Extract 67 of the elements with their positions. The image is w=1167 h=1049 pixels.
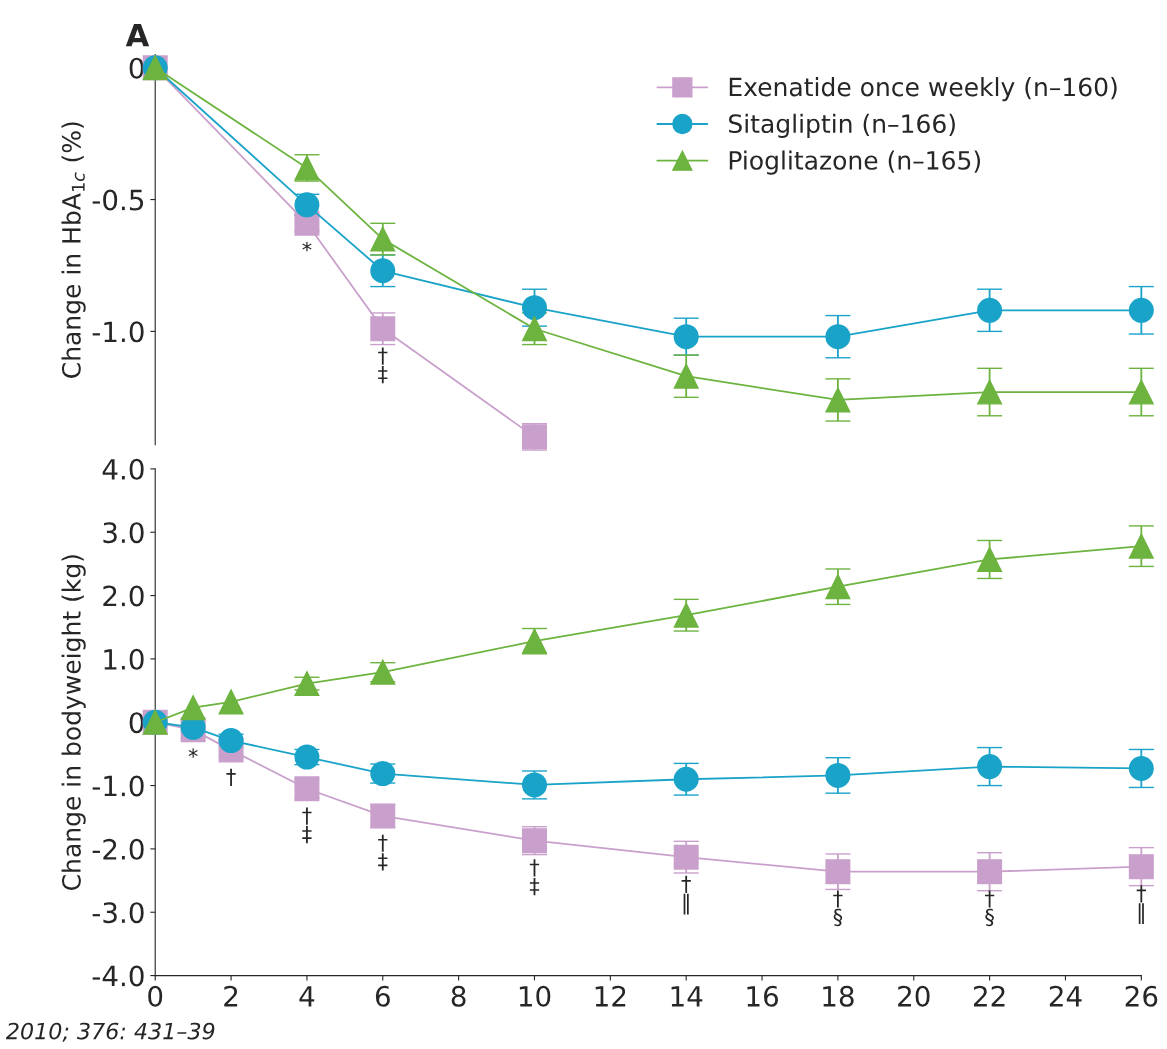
point xyxy=(977,546,1003,572)
x-tick-label: 16 xyxy=(747,985,778,1007)
point xyxy=(1128,755,1154,781)
point xyxy=(1128,297,1154,323)
y-tick-label: -4.0 xyxy=(92,965,144,987)
y-tick-label: 0 xyxy=(129,57,144,79)
legend-label: Sitagliptin (n–166) xyxy=(729,113,955,138)
point xyxy=(825,859,851,885)
y-tick-label: -1.0 xyxy=(92,775,144,797)
point xyxy=(1128,533,1154,559)
annotation: * xyxy=(302,241,312,252)
point xyxy=(294,671,320,697)
x-tick-label: 26 xyxy=(1125,985,1158,1007)
x-tick-label: 14 xyxy=(671,986,703,1007)
y-tick-label: -0.5 xyxy=(92,189,144,211)
y-axis-title: Change in HbA$_{1c}$ (%) xyxy=(61,122,86,378)
point xyxy=(1128,854,1154,880)
annotation: * xyxy=(188,748,198,758)
point xyxy=(673,363,699,389)
x-tick-label: 22 xyxy=(973,985,1005,1007)
x-tick-label: 10 xyxy=(519,985,551,1007)
point xyxy=(294,776,320,802)
y-tick-label: 3.0 xyxy=(103,522,144,544)
text: 2010; 376: 431–39 xyxy=(5,1022,215,1042)
y-tick-label: -3.0 xyxy=(92,902,144,924)
x-tick-label: 24 xyxy=(1049,985,1082,1007)
annotation: † ‡ xyxy=(378,347,388,384)
y-tick-label: -2.0 xyxy=(92,838,144,860)
y-tick-label: 1.0 xyxy=(104,648,144,670)
x-tick-label: 20 xyxy=(898,985,930,1007)
point xyxy=(977,859,1003,885)
point xyxy=(825,324,851,350)
point xyxy=(825,387,851,413)
x-tick-label: 4 xyxy=(299,986,315,1007)
point xyxy=(977,297,1003,323)
x-tick-label: 0 xyxy=(148,985,163,1007)
annotation: † ‡ xyxy=(529,859,540,896)
x-tick-label: 18 xyxy=(823,985,854,1007)
x-tick-label: 12 xyxy=(595,985,626,1007)
point xyxy=(673,324,699,350)
x-tick-label: 8 xyxy=(451,985,466,1007)
point xyxy=(977,379,1003,405)
point xyxy=(1128,379,1154,405)
y-axis-title: Change in bodyweight (kg) xyxy=(61,555,86,890)
point xyxy=(977,754,1003,780)
y-tick-label: -1.0 xyxy=(92,321,144,343)
y-tick-label: 2.0 xyxy=(103,585,144,607)
legend-label: Pioglitazone (n–165) xyxy=(729,150,981,175)
annotation: † ‡ xyxy=(378,834,388,871)
annotation: † ‖ xyxy=(1136,885,1146,925)
annotation: † § xyxy=(984,890,995,927)
point xyxy=(521,295,547,321)
point xyxy=(180,695,206,721)
legend-label: Exenatide once weekly (n–160) xyxy=(729,77,1117,102)
annotation: † § xyxy=(833,890,843,927)
point xyxy=(218,689,244,715)
y-tick-label: 0 xyxy=(129,712,144,734)
annotation: † xyxy=(226,768,236,786)
point xyxy=(370,803,396,829)
x-tick-label: 6 xyxy=(375,985,390,1007)
point xyxy=(825,762,851,788)
x-tick-label: 2 xyxy=(224,985,238,1007)
chart-title: A xyxy=(125,23,150,47)
point xyxy=(825,574,851,600)
y-tick-label: 4.0 xyxy=(102,458,144,480)
annotation: † ‡ xyxy=(302,807,312,844)
annotation: † ‖ xyxy=(681,875,691,915)
